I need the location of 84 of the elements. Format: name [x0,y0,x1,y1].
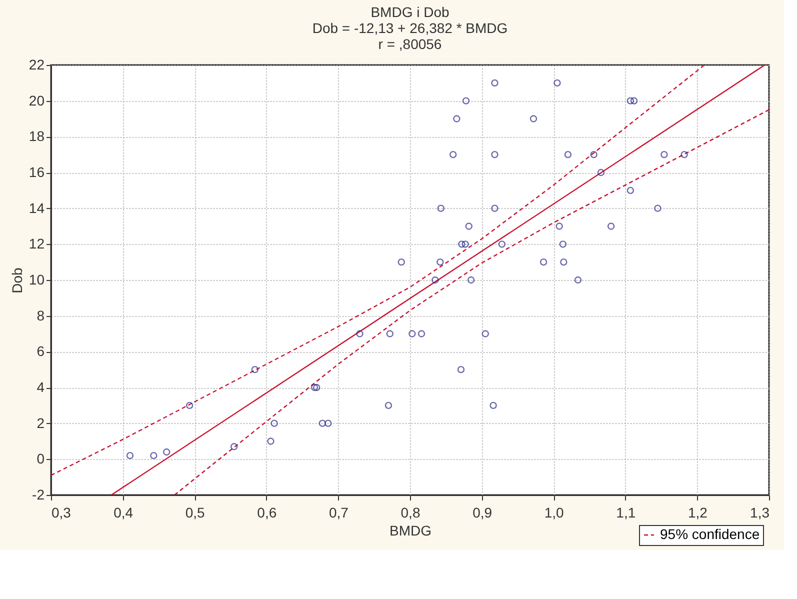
y-tick-label: 2 [36,414,45,431]
point [607,222,615,230]
y-tick-label: 22 [28,56,45,72]
x-tick-label: 0,9 [472,504,492,520]
point [398,258,405,266]
point [163,448,170,456]
point [590,150,598,158]
point [408,330,416,338]
y-tick-label: 6 [36,343,45,360]
y-axis-title: Dob [8,267,25,294]
x-tick-label: 0,8 [400,504,420,520]
y-tick-label: 8 [36,307,45,324]
point [230,443,238,450]
point [630,97,638,104]
point [270,420,278,427]
x-tick-label: 1,1 [616,504,636,520]
point [660,150,668,158]
point [453,115,460,122]
x-tick-label: 0,7 [328,504,349,520]
y-tick-label: 4 [36,379,45,395]
point [384,402,392,410]
x-axis-title: BMDG [390,522,432,538]
point [386,330,394,338]
point [449,150,457,158]
line-series [51,65,705,476]
chart-title: BMDG i Dob [370,4,450,20]
point [626,186,634,194]
point [356,330,364,338]
y-tick-label: 14 [28,200,45,216]
point [186,402,194,410]
point [491,150,498,158]
point [498,240,506,248]
point [491,204,498,212]
x-tick-label: 0,5 [185,504,206,520]
point [467,276,475,284]
x-tick-label: 1,2 [688,504,708,520]
point [490,402,497,410]
x-tick-label: 1,0 [544,504,564,520]
point [559,240,567,248]
legend-label: 95% confidence [660,526,760,542]
x-tick-label: 0,4 [114,504,134,520]
point [654,204,662,212]
chart-subtitle: Dob = -12,13 + 26,382 * BMDG [312,20,508,36]
y-tick-label: 0 [36,450,45,467]
point [418,330,426,338]
point [462,240,469,248]
point [491,79,498,87]
point [482,330,489,338]
point [313,384,320,392]
point [437,204,444,212]
point [458,240,466,248]
point [267,438,274,445]
point [310,384,318,392]
point [574,276,582,284]
point [530,115,538,122]
point [465,222,472,230]
line-series [174,109,769,495]
point [436,258,444,266]
point [318,420,326,427]
point [560,258,568,266]
y-tick-label: 10 [28,272,45,288]
y-tick-label: 12 [28,236,45,252]
point [554,79,561,87]
point [457,366,465,374]
point [626,97,634,104]
point [556,222,563,230]
text: r = ,80056 [378,36,442,52]
y-tick-label: 18 [28,128,45,144]
point [126,452,134,460]
point [150,452,158,460]
point [680,150,688,158]
y-tick-label: 20 [28,92,45,108]
x-tick-label: 0,6 [257,504,277,520]
y-tick-label: -2 [32,486,45,502]
point [432,276,439,284]
x-tick-label: 1,3 [750,504,770,520]
point [564,150,572,158]
point [597,168,605,176]
point [462,97,470,104]
point [324,420,332,427]
point [251,366,259,374]
point [540,258,548,266]
x-tick-label: 0,3 [52,504,72,520]
y-tick-label: 16 [28,164,45,180]
